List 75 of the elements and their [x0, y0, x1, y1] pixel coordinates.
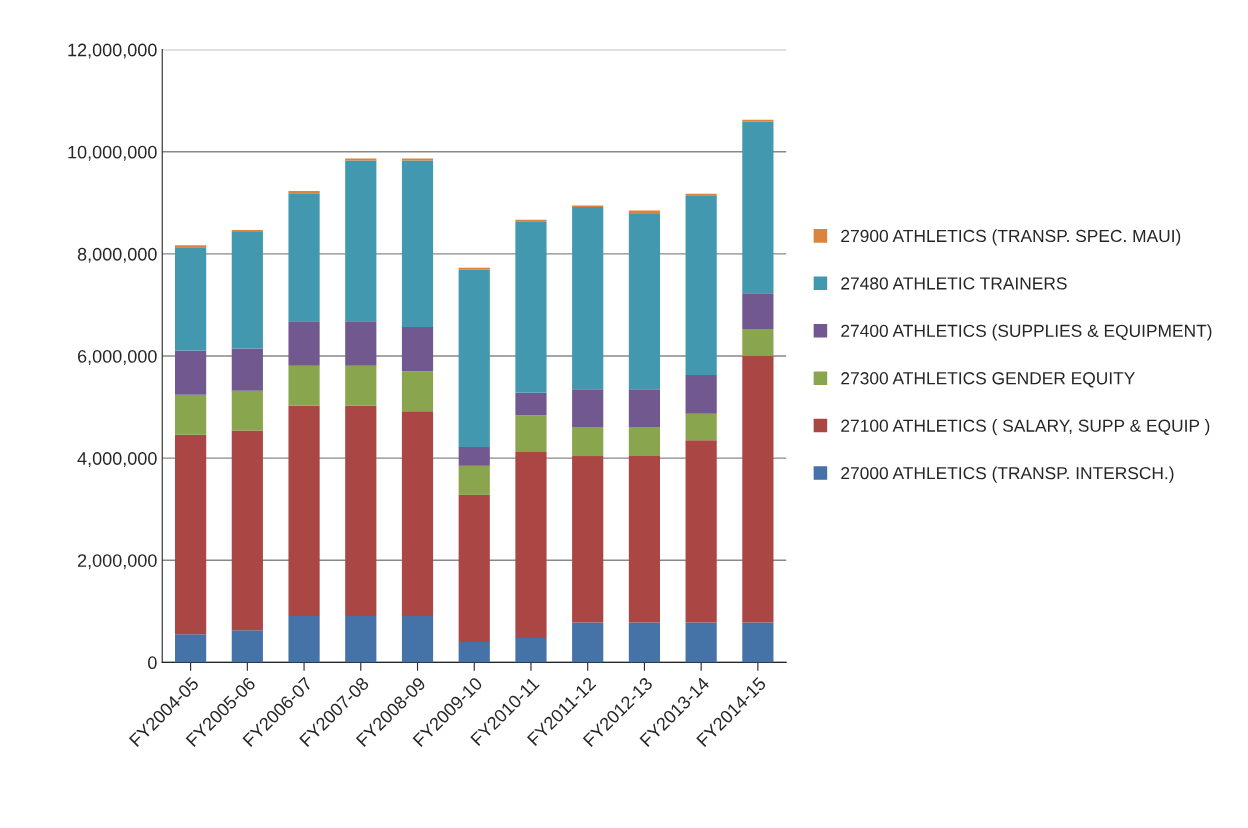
bar — [742, 293, 774, 329]
bar — [175, 394, 207, 435]
legend-label: 27900 ATHLETICS (TRANSP. SPEC. MAUI) — [841, 229, 1181, 246]
bar — [175, 245, 207, 248]
bar — [288, 405, 320, 616]
bar — [685, 440, 717, 623]
bar — [345, 160, 377, 322]
bar — [628, 622, 661, 663]
y-tick-label: 6,000,000 — [77, 349, 157, 365]
bar — [401, 326, 434, 372]
bar — [231, 430, 263, 631]
bar — [742, 121, 774, 294]
bar — [628, 214, 661, 390]
bar — [572, 206, 604, 390]
bar — [515, 221, 547, 393]
bar — [401, 615, 434, 663]
bar — [401, 411, 434, 616]
bar — [231, 630, 263, 663]
bar — [231, 348, 263, 391]
bar — [515, 392, 547, 416]
y-tick-label: 12,000,000 — [68, 43, 157, 59]
bar — [685, 622, 717, 663]
bar — [288, 615, 320, 663]
bar — [231, 231, 263, 349]
bar — [288, 193, 320, 322]
bar — [288, 191, 320, 194]
y-tick-label: 4,000,000 — [77, 452, 157, 468]
bar — [685, 195, 717, 375]
legend-label: 27400 ATHLETICS (SUPPLIES & EQUIPMENT) — [841, 324, 1212, 341]
y-tick-label: 2,000,000 — [77, 554, 157, 570]
bar — [742, 622, 774, 663]
bar — [515, 452, 547, 638]
bar — [458, 465, 490, 495]
bar — [345, 405, 377, 616]
bar — [515, 415, 547, 453]
bar — [288, 365, 320, 406]
bar — [458, 494, 490, 642]
bar — [685, 374, 717, 414]
bar — [572, 622, 604, 663]
bar — [345, 158, 377, 161]
bar — [572, 389, 604, 428]
bar — [175, 247, 207, 351]
bar — [742, 328, 774, 357]
legend-label: 27000 ATHLETICS (TRANSP. INTERSCH.) — [841, 466, 1174, 483]
bar — [628, 427, 661, 457]
bar — [175, 634, 207, 663]
bar — [401, 371, 434, 412]
bar — [685, 413, 717, 441]
bar — [515, 637, 547, 663]
bar — [401, 160, 434, 327]
bar — [628, 389, 661, 428]
y-tick-label: 8,000,000 — [77, 247, 157, 263]
bar — [742, 119, 774, 122]
y-tick-label: 0 — [148, 656, 157, 670]
bar — [345, 365, 377, 406]
bar — [175, 350, 207, 395]
bar — [345, 321, 377, 366]
bar — [231, 229, 263, 232]
bar — [288, 321, 320, 366]
bar — [458, 641, 490, 663]
bar — [401, 158, 434, 161]
legend-label: 27300 ATHLETICS GENDER EQUITY — [841, 372, 1135, 388]
bar — [458, 446, 490, 466]
bar — [572, 427, 604, 457]
bar — [345, 615, 377, 663]
bar — [742, 356, 774, 623]
bar — [458, 267, 490, 270]
legend-label: 27100 ATHLETICS ( SALARY, SUPP & EQUIP ) — [841, 419, 1210, 436]
bar — [572, 456, 604, 623]
bar — [231, 390, 263, 431]
legend-label: 27480 ATHLETIC TRAINERS — [841, 277, 1067, 290]
y-tick-label: 10,000,000 — [68, 145, 157, 161]
bar — [458, 269, 490, 447]
bar — [175, 434, 207, 635]
bar — [628, 456, 661, 623]
